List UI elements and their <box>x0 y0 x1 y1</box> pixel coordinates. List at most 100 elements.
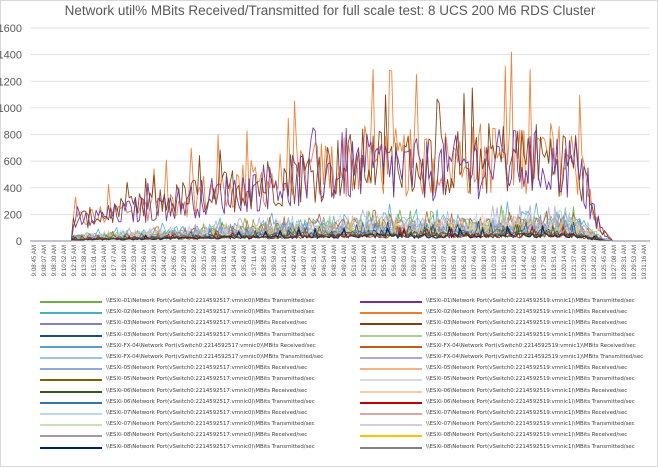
legend-swatch <box>360 424 422 427</box>
x-tick-label: 10:09:10 AM <box>481 245 488 280</box>
y-tick-label: 400 <box>4 183 22 195</box>
x-tick-label: 9:10:52 AM <box>61 245 68 276</box>
series-line <box>30 127 650 242</box>
legend-label: \\ESXi-05\Network Port(vSwitch0:22145925… <box>426 376 635 383</box>
legend-swatch <box>40 312 102 315</box>
x-tick-label: 10:27:08 AM <box>611 245 618 280</box>
legend-swatch <box>360 357 422 359</box>
legend-swatch <box>40 424 102 427</box>
x-tick-label: 9:58:03 AM <box>401 245 408 276</box>
x-tick-label: 9:42:44 AM <box>291 245 298 276</box>
x-tick-label: 9:23:19 AM <box>151 245 158 276</box>
legend-swatch <box>40 323 102 326</box>
y-tick-label: 0 <box>16 236 22 248</box>
x-tick-label: 10:00:50 AM <box>421 245 428 280</box>
legend-swatch <box>40 334 102 337</box>
x-tick-label: 9:45:31 AM <box>311 245 318 276</box>
x-tick-label: 9:52:28 AM <box>361 245 368 276</box>
legend-label: \\ESXi-07\Network Port(vSwitch0:22145925… <box>426 410 628 416</box>
x-tick-label: 10:07:46 AM <box>471 245 478 280</box>
legend-label: \\ESXi-06\Network Port(vSwitch0:22145925… <box>106 387 308 394</box>
x-tick-label: 9:38:35 AM <box>261 245 268 276</box>
legend-label: \\ESXi-08\Network Port(vSwitch0:22145925… <box>106 443 315 450</box>
series-line <box>30 87 650 242</box>
legend-swatch <box>40 401 102 404</box>
x-tick-label: 9:48:18 AM <box>331 245 338 276</box>
legend-swatch <box>40 390 102 393</box>
legend-label: \\ESXi-08\Network Port(vSwitch0:22145925… <box>106 432 308 439</box>
y-tick-label: 800 <box>4 130 22 142</box>
x-tick-label: 9:55:15 AM <box>381 245 388 276</box>
x-tick-label: 10:17:28 AM <box>541 245 548 280</box>
x-tick-label: 9:31:38 AM <box>211 245 218 276</box>
series-line <box>30 51 650 242</box>
x-tick-label: 9:46:54 AM <box>321 245 328 276</box>
x-tick-label: 9:20:33 AM <box>131 245 138 276</box>
x-tick-label: 10:06:23 AM <box>461 245 468 280</box>
x-tick-label: 10:20:14 AM <box>561 245 568 280</box>
legend-label: \\ESXi-FX-04\Network Port(vSwitch0:22145… <box>106 354 324 360</box>
y-tick-label: 1400 <box>0 50 22 62</box>
legend-label: \\ESXi-07\Network Port(vSwitch0:22145925… <box>106 421 315 428</box>
x-tick-label: 10:28:31 AM <box>621 245 628 280</box>
x-tick-label: 10:03:37 AM <box>441 245 448 280</box>
x-tick-label: 10:05:00 AM <box>451 245 458 280</box>
x-tick-label: 10:24:22 AM <box>591 245 598 280</box>
x-tick-label: 10:18:51 AM <box>551 245 558 280</box>
legend-swatch <box>360 446 422 449</box>
legend-swatch <box>360 401 422 404</box>
x-tick-label: 9:19:10 AM <box>121 245 128 276</box>
x-tick-label: 10:21:37 AM <box>571 245 578 280</box>
legend-label: \\ESXi-08\Network Port(vSwitch0:22145925… <box>426 443 635 450</box>
series-line <box>30 209 650 242</box>
legend-swatch <box>40 413 102 415</box>
x-tick-label: 9:34:24 AM <box>231 245 238 276</box>
legend-label: \\ESXi-08\Network Port(vSwitch0:22145925… <box>426 432 628 439</box>
legend-swatch <box>360 368 422 371</box>
x-tick-label: 9:30:15 AM <box>201 245 208 276</box>
x-tick-label: 10:23:00 AM <box>581 245 588 280</box>
legend-label: \\ESXi-03\Network Port(vSwitch0:22145925… <box>426 331 635 338</box>
legend-swatch <box>40 368 102 371</box>
x-tick-label: 9:12:15 AM <box>71 245 78 276</box>
x-tick-label: 9:33:01 AM <box>221 245 228 276</box>
x-tick-label: 9:21:56 AM <box>141 245 148 276</box>
x-tick-label: 10:13:20 AM <box>511 245 518 280</box>
x-tick-label: 9:59:27 AM <box>411 245 418 276</box>
x-tick-label: 9:49:41 AM <box>341 245 348 276</box>
legend-swatch <box>40 435 102 438</box>
legend-swatch <box>40 345 102 348</box>
x-tick-label: 9:24:42 AM <box>161 245 168 276</box>
x-tick-label: 10:02:13 AM <box>431 245 438 280</box>
legend-label: \\ESXi-07\Network Port(vSwitch0:22145925… <box>106 410 308 416</box>
legend-label: \\ESXi-05\Network Port(vSwitch0:22145925… <box>426 365 628 372</box>
x-tick-label: 9:39:58 AM <box>271 245 278 276</box>
legend-label: \\ESXi-06\Network Port(vSwitch0:22145925… <box>426 398 635 405</box>
legend-label: \\ESXi-02\Network Port(vSwitch0:22145925… <box>106 309 315 316</box>
x-tick-label: 9:27:28 AM <box>181 245 188 276</box>
x-tick-label: 10:29:53 AM <box>631 245 638 280</box>
y-tick-label: 1600 <box>0 23 22 35</box>
legend-label: \\ESXi-FX-04\Network Port(vSwitch0:22145… <box>426 354 644 360</box>
x-tick-label: 10:25:45 AM <box>601 245 608 280</box>
x-tick-label: 9:17:47 AM <box>111 245 118 276</box>
legend-label: \\ESXi-01\Network Port(vSwitch0:22145925… <box>106 298 315 304</box>
legend-swatch <box>360 390 422 393</box>
x-tick-label: 10:14:42 AM <box>521 245 528 280</box>
x-tick-label: 9:35:48 AM <box>241 245 248 276</box>
legend-swatch <box>360 413 422 415</box>
x-tick-label: 10:10:33 AM <box>491 245 498 280</box>
legend-label: \\ESXi-02\Network Port(vSwitch0:22145925… <box>426 309 628 316</box>
legend-swatch <box>40 357 102 359</box>
y-tick-label: 1200 <box>0 76 22 88</box>
legend-label: \\ESXi-05\Network Port(vSwitch0:22145925… <box>106 376 315 383</box>
x-tick-label: 9:08:07 AM <box>41 245 48 276</box>
x-tick-label: 9:44:07 AM <box>301 245 308 276</box>
legend-swatch <box>40 379 102 382</box>
legend-label: \\ESXi-07\Network Port(vSwitch0:22145925… <box>426 421 635 428</box>
y-tick-label: 1000 <box>0 103 22 115</box>
x-tick-label: 9:26:05 AM <box>171 245 178 276</box>
y-tick-label: 200 <box>4 209 22 221</box>
legend-label: \\ESXi-FX-04\Network Port(vSwitch0:22145… <box>106 342 316 349</box>
x-tick-label: 10:16:05 AM <box>531 245 538 280</box>
